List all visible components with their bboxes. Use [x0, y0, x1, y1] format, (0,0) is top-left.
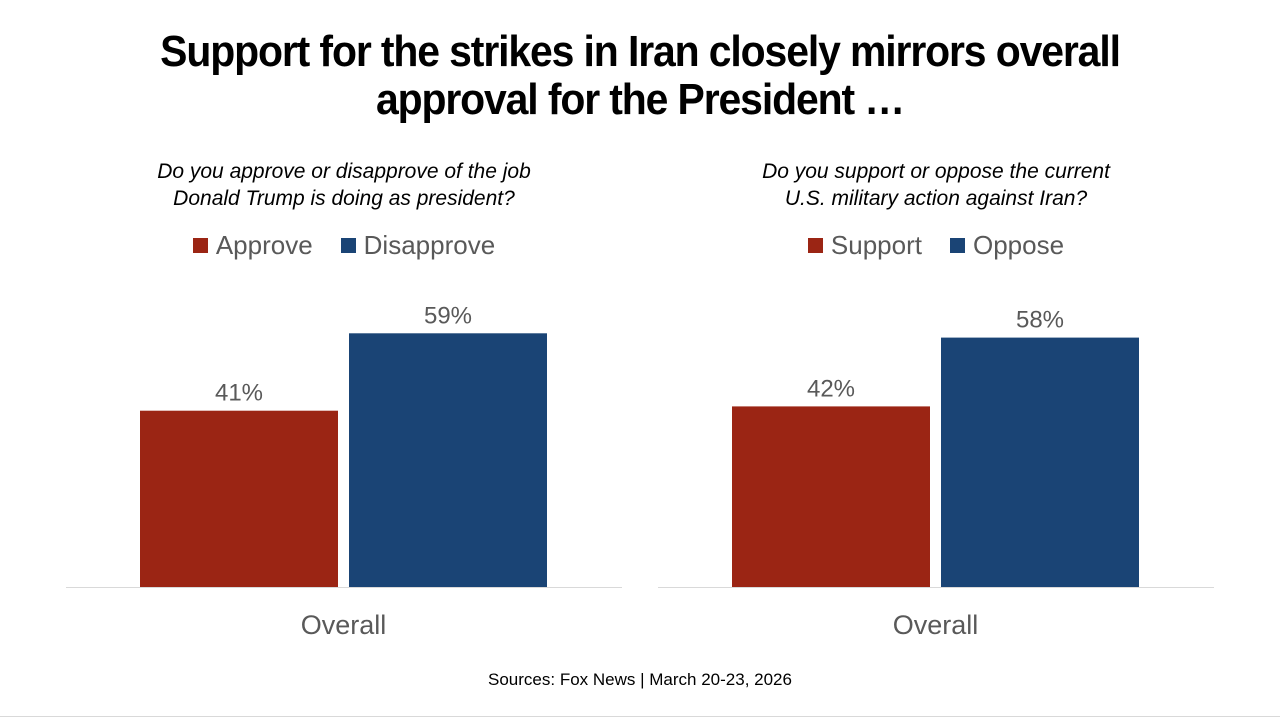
legend-label-oppose: Oppose	[973, 230, 1065, 260]
bar-approve	[140, 410, 338, 587]
legend: Approve Disapprove	[64, 230, 624, 261]
approval-bar-chart: 41% 59% Overall	[66, 302, 622, 640]
legend-swatch-oppose	[950, 238, 965, 253]
question-line-2: U.S. military action against Iran?	[784, 187, 1088, 210]
bar-support	[732, 406, 930, 587]
approval-chart-panel: Do you approve or disapprove of the job …	[64, 150, 624, 650]
military-action-question: Do you support or oppose the current U.S…	[656, 158, 1216, 212]
legend-label-support: Support	[830, 230, 922, 260]
military-action-bar-chart: 42% 58% Overall	[658, 307, 1214, 640]
legend-swatch-approve	[192, 238, 208, 253]
data-label-oppose: 58%	[1016, 307, 1064, 334]
approval-question: Do you approve or disapprove of the job …	[64, 158, 624, 212]
legend: Support Oppose	[656, 230, 1216, 261]
bottom-divider	[0, 716, 1280, 717]
category-label: Overall	[301, 610, 387, 640]
legend-item-support: Support	[807, 230, 922, 261]
military-action-chart-panel: Do you support or oppose the current U.S…	[656, 150, 1216, 650]
data-label-support: 42%	[807, 375, 855, 402]
chart-title: Support for the strikes in Iran closely …	[45, 28, 1235, 124]
category-label: Overall	[893, 610, 979, 640]
legend-swatch-disapprove	[340, 238, 356, 253]
legend-item-oppose: Oppose	[950, 230, 1064, 261]
question-line-2: Donald Trump is doing as president?	[173, 187, 515, 210]
question-line-1: Do you support or oppose the current	[762, 160, 1110, 183]
data-label-approve: 41%	[215, 380, 263, 407]
legend-label-approve: Approve	[215, 230, 313, 260]
title-line-2: approval for the President …	[375, 75, 905, 124]
legend-item-approve: Approve	[192, 230, 313, 261]
question-line-1: Do you approve or disapprove of the job	[157, 160, 531, 183]
legend-item-disapprove: Disapprove	[340, 230, 496, 261]
bar-disapprove	[349, 333, 547, 587]
source-note: Sources: Fox News | March 20-23, 2026	[488, 670, 792, 689]
legend-label-disapprove: Disapprove	[363, 230, 496, 260]
title-line-1: Support for the strikes in Iran closely …	[160, 27, 1121, 76]
bar-oppose	[941, 337, 1139, 587]
data-label-disapprove: 59%	[424, 302, 472, 329]
legend-swatch-support	[807, 238, 823, 253]
